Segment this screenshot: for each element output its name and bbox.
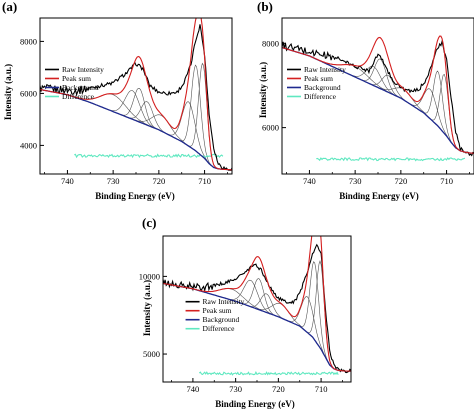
xlabel-b: Binding Energy (eV) bbox=[339, 191, 419, 201]
panel-label-b: (b) bbox=[257, 0, 273, 14]
x-tick-label-c-730: 730 bbox=[229, 384, 242, 394]
series-background-a bbox=[40, 88, 232, 171]
y-tick-label-a-6000: 6000 bbox=[20, 88, 37, 98]
x-tick-label-c-740: 740 bbox=[187, 384, 200, 394]
series-background-c bbox=[163, 282, 351, 372]
component-peak-c-4 bbox=[163, 283, 351, 372]
y-tick-label-a-4000: 4000 bbox=[20, 140, 37, 150]
panel-a: (a) Intensity (a.u.) Binding Energy (eV)… bbox=[2, 0, 233, 201]
component-peak-c-6 bbox=[163, 283, 351, 372]
x-tick-label-b-740: 740 bbox=[303, 176, 316, 186]
xlabel-a: Binding Energy (eV) bbox=[95, 191, 175, 201]
y-tick-label-b-6000: 6000 bbox=[262, 123, 279, 133]
component-peak-c-1 bbox=[163, 283, 351, 372]
legend-label-b-4: Difference bbox=[304, 92, 337, 101]
legend-label-c-4: Difference bbox=[203, 324, 236, 333]
x-tick-label-b-720: 720 bbox=[394, 176, 407, 186]
x-tick-label-c-710: 710 bbox=[315, 384, 328, 394]
series-difference-b bbox=[316, 157, 466, 162]
x-tick-label-b-710: 710 bbox=[440, 176, 453, 186]
series-difference-a bbox=[74, 153, 224, 159]
series-raw-intensity-c bbox=[163, 243, 351, 374]
ylabel-c: Intensity (a.u.) bbox=[142, 280, 152, 336]
legend-label-c-1: Raw Intensity bbox=[203, 297, 245, 306]
panel-c: (c) Intensity (a.u.) Binding Energy (eV)… bbox=[139, 215, 352, 409]
x-tick-label-a-730: 730 bbox=[107, 176, 120, 186]
y-tick-label-a-8000: 8000 bbox=[20, 36, 37, 46]
xlabel-c: Binding Energy (eV) bbox=[215, 399, 295, 409]
plot-area-a: 740 730 720 710 4000 6000 8000 Raw IntensityPea… bbox=[20, 17, 233, 186]
legend-label-a-4: Difference bbox=[62, 92, 95, 101]
legend-label-a-3: Background bbox=[62, 83, 99, 92]
panel-label-a: (a) bbox=[2, 0, 17, 14]
y-tick-label-b-8000: 8000 bbox=[262, 38, 279, 48]
series-peak-sum-c bbox=[163, 236, 351, 372]
y-tick-label-c-10000: 10000 bbox=[139, 271, 160, 281]
component-peak-c-5 bbox=[163, 283, 351, 372]
series-difference-c bbox=[198, 370, 339, 376]
legend-label-c-2: Peak sum bbox=[203, 306, 232, 315]
legend-label-c-3: Background bbox=[203, 315, 240, 324]
panel-label-c: (c) bbox=[142, 215, 156, 230]
component-peak-c-2 bbox=[163, 279, 351, 372]
series-peak-sum-a bbox=[40, 18, 232, 171]
x-tick-label-a-740: 740 bbox=[61, 176, 74, 186]
x-tick-label-b-730: 730 bbox=[349, 176, 362, 186]
legend-label-b-3: Background bbox=[304, 83, 341, 92]
x-tick-label-c-720: 720 bbox=[272, 384, 285, 394]
legend-label-b-1: Raw Intensity bbox=[304, 65, 346, 74]
x-tick-label-a-720: 720 bbox=[152, 176, 165, 186]
legend-label-a-2: Peak sum bbox=[62, 74, 91, 83]
series-raw-intensity-a bbox=[40, 24, 232, 171]
legend-label-b-2: Peak sum bbox=[304, 74, 333, 83]
legend-label-a-1: Raw Intensity bbox=[62, 65, 104, 74]
x-tick-label-a-710: 710 bbox=[198, 176, 211, 186]
panel-b: (b) Intensity (a.u.) Binding Energy (eV)… bbox=[257, 0, 474, 201]
ylabel-b: Intensity (a.u.) bbox=[258, 62, 268, 118]
ylabel-a: Intensity (a.u.) bbox=[3, 64, 13, 120]
series-peak-sum-b bbox=[282, 35, 474, 154]
y-tick-label-c-5000: 5000 bbox=[143, 349, 160, 359]
series-raw-intensity-b bbox=[282, 39, 474, 157]
